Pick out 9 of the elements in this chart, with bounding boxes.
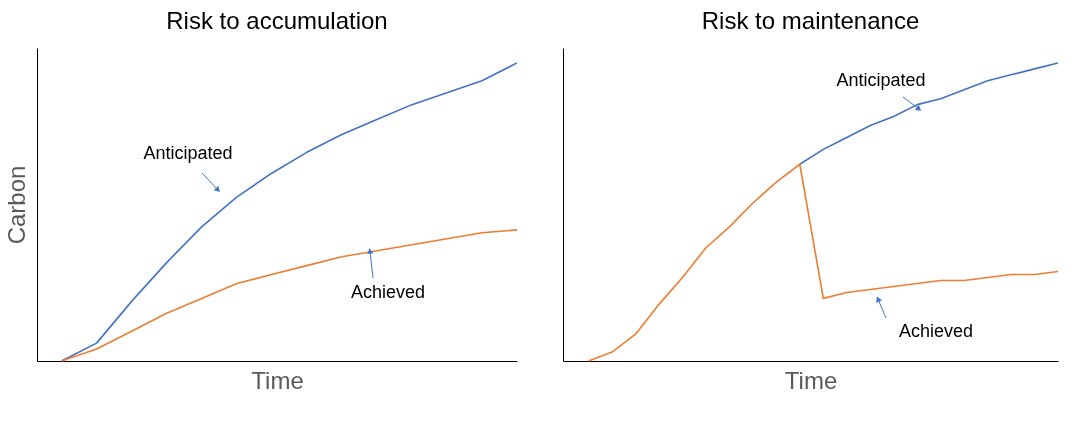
annotation: Achieved	[350, 282, 426, 302]
annotation: Anticipated	[143, 143, 233, 163]
chart-title: Risk to accumulation	[166, 7, 388, 34]
x-axis-title: Time	[784, 366, 838, 394]
y-axis-title: Carbon	[2, 165, 30, 245]
x-axis-title: Time	[251, 366, 304, 394]
annotation: Anticipated	[836, 70, 926, 90]
chart-title: Risk to maintenance	[701, 7, 920, 34]
annotation: Achieved	[898, 321, 974, 341]
